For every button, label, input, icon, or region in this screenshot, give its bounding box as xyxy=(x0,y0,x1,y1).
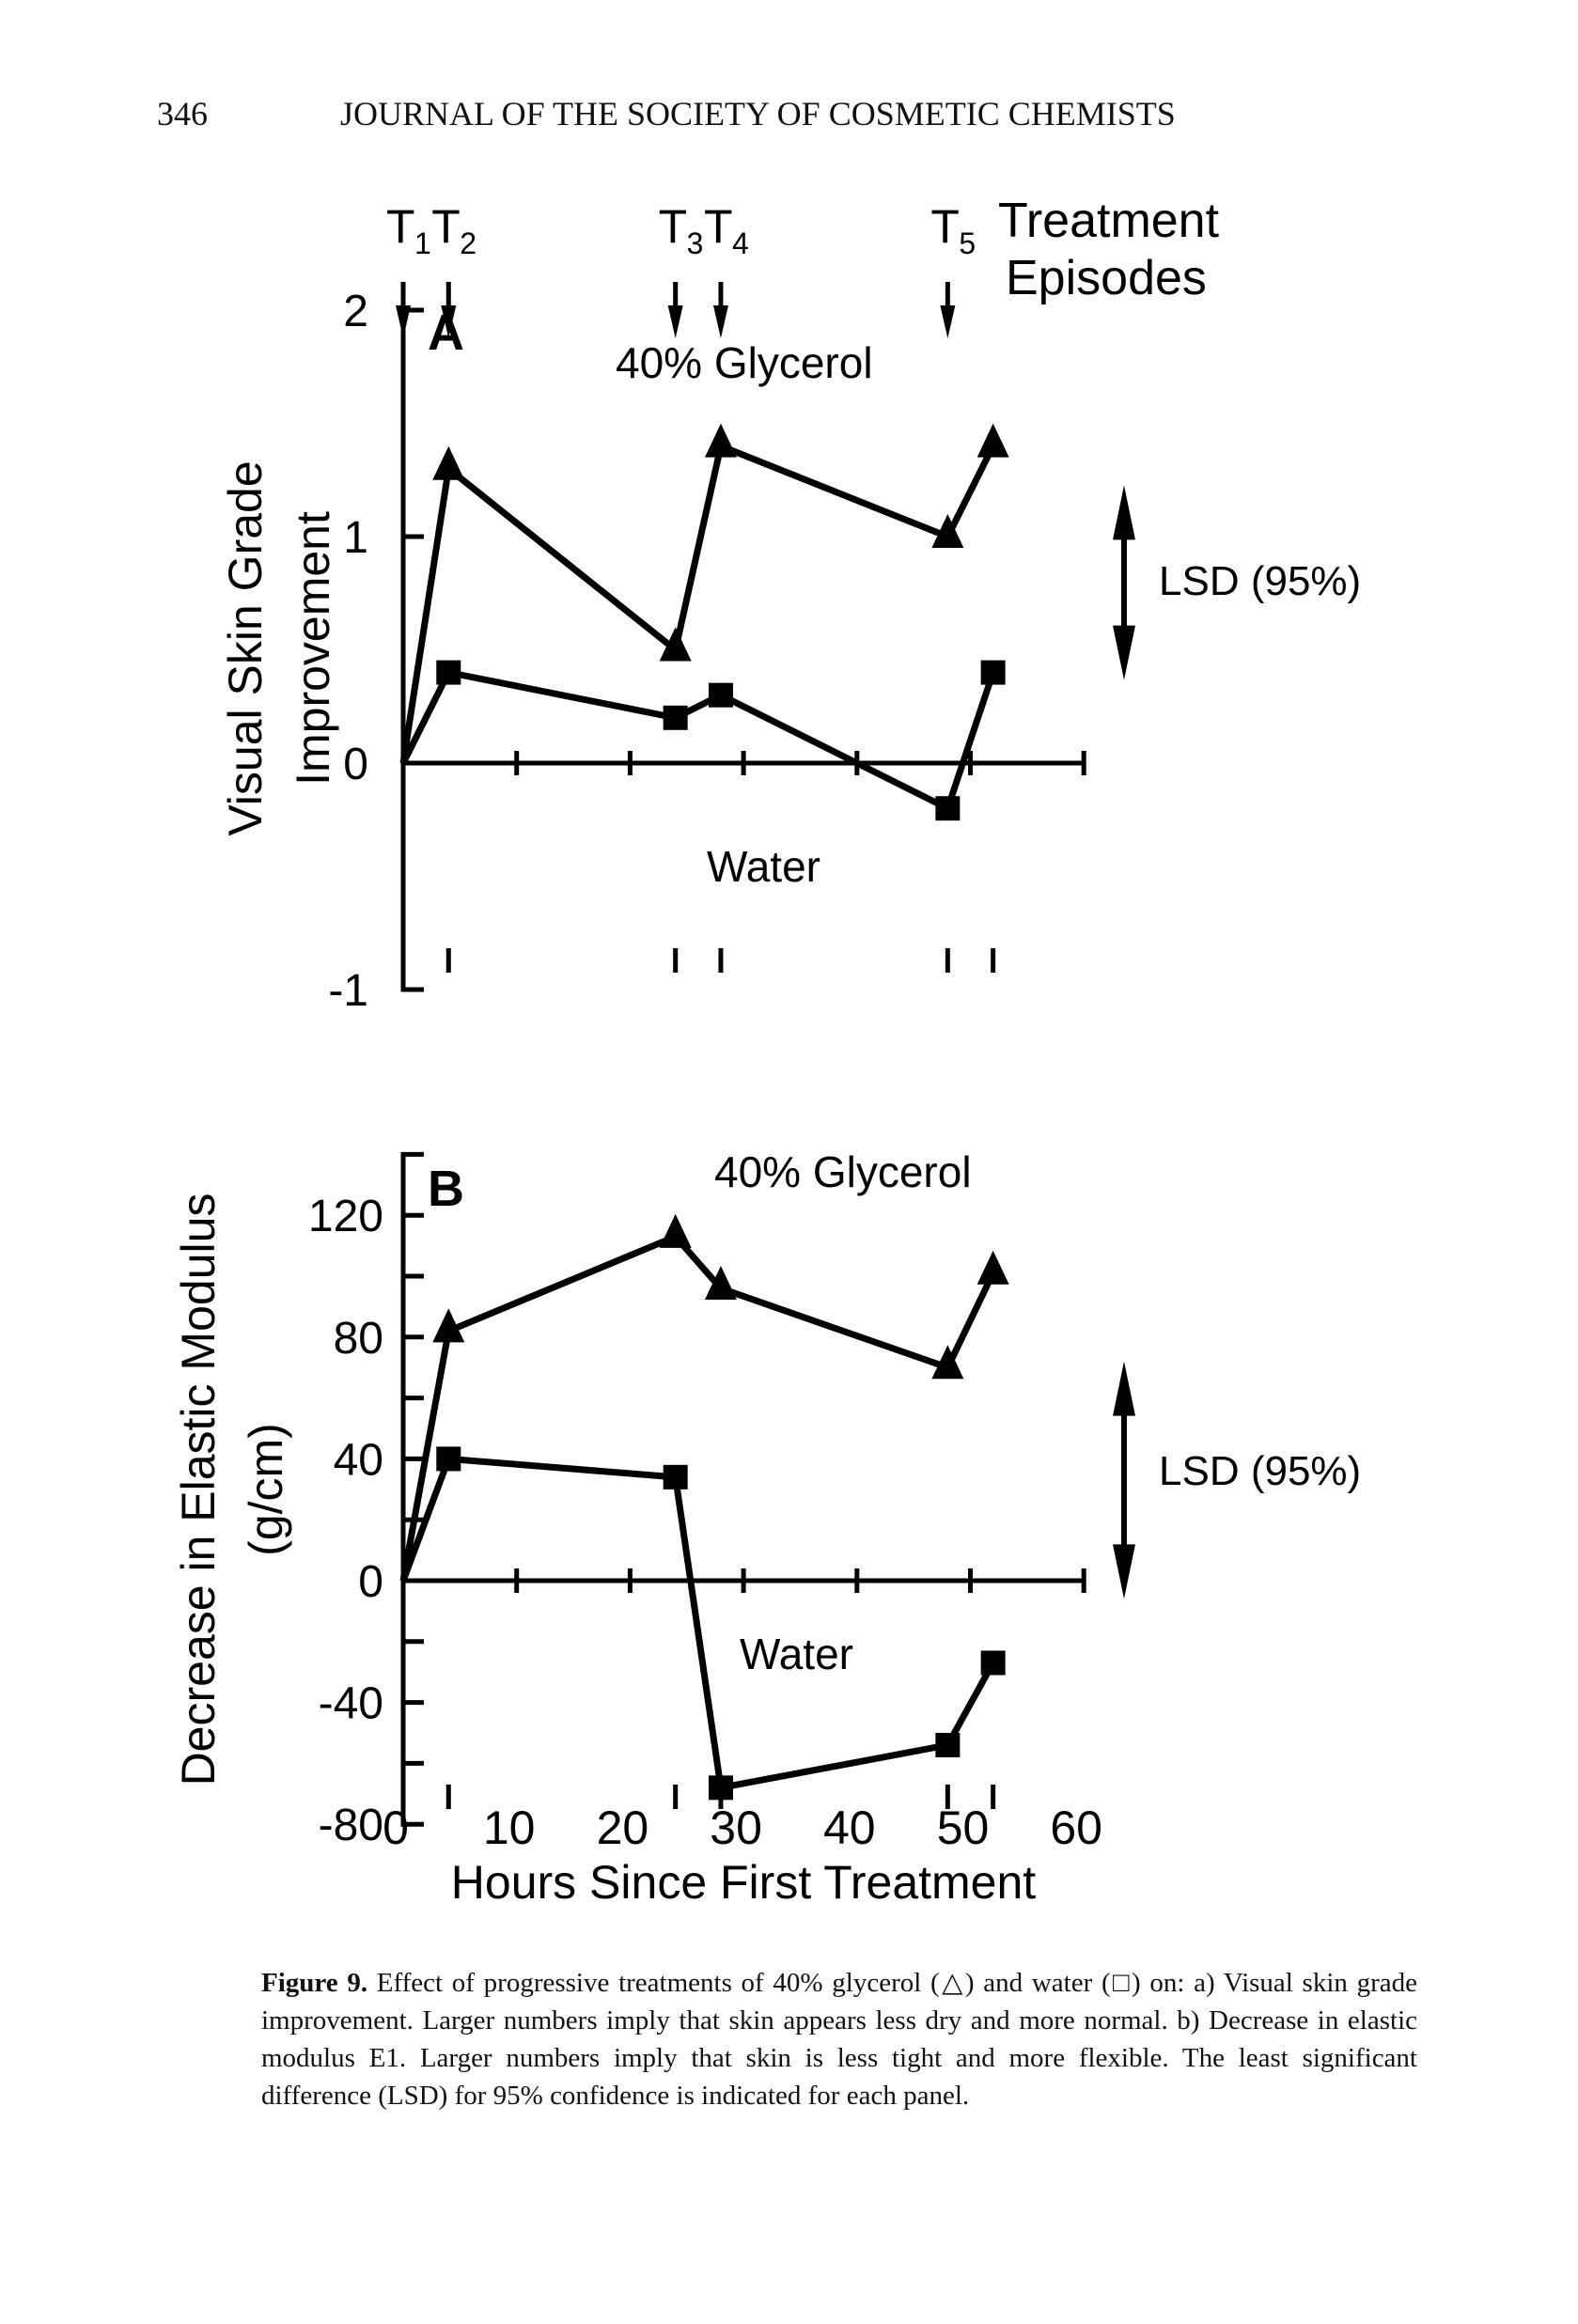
glycerol-point xyxy=(931,514,964,548)
water-point xyxy=(935,796,961,821)
series-line-glycerol xyxy=(399,443,996,764)
panel-b-lsd-label: LSD (95%) xyxy=(1159,1448,1361,1494)
episode-subscript: 3 xyxy=(687,226,704,260)
series-line-water xyxy=(399,669,996,812)
glycerol-point xyxy=(976,1250,1009,1285)
down-arrow-icon xyxy=(940,305,956,338)
series-line-water xyxy=(399,1455,996,1791)
water-point xyxy=(708,682,733,708)
water-point xyxy=(436,660,461,685)
water-point xyxy=(663,705,688,730)
x-tick-label: 40 xyxy=(823,1801,876,1854)
x-tick-label: 50 xyxy=(937,1801,990,1854)
x-tick-label: 0 xyxy=(383,1801,409,1854)
glycerol-point xyxy=(659,627,692,662)
y-tick-label: 40 xyxy=(334,1435,383,1485)
down-arrow-icon xyxy=(712,305,728,338)
panel-b-ylabel-line1: Decrease in Elastic Modulus xyxy=(172,1193,225,1786)
figure-caption-label: Figure 9. xyxy=(261,1968,368,1998)
down-arrow-icon xyxy=(667,305,683,338)
glycerol-point xyxy=(432,445,465,480)
lsd-arrow-up-icon xyxy=(1113,1361,1135,1416)
treatment-episodes-label-line1: Treatment xyxy=(998,194,1220,248)
water-point xyxy=(935,1732,961,1757)
water-point xyxy=(663,1464,688,1490)
panel-a-water-label: Water xyxy=(707,842,820,891)
x-tick-label: 20 xyxy=(597,1801,649,1854)
panel-a-lsd-label: LSD (95%) xyxy=(1159,558,1361,604)
x-tick-label: 60 xyxy=(1050,1801,1102,1854)
panel-b-y-axis xyxy=(400,1151,424,1827)
glycerol-point xyxy=(704,423,737,458)
y-tick-label: -40 xyxy=(319,1679,383,1729)
episode-label: T xyxy=(704,200,733,253)
y-tick-label: -1 xyxy=(328,966,368,1016)
glycerol-point xyxy=(659,1213,692,1248)
water-point xyxy=(980,660,1006,685)
episode-label: T xyxy=(386,200,415,253)
y-tick-label: 120 xyxy=(308,1192,383,1241)
panel-b-ylabel-line2: (g/cm) xyxy=(240,1423,292,1556)
down-arrow-icon xyxy=(441,305,457,338)
water-point xyxy=(708,1775,733,1801)
x-tick-label: 10 xyxy=(483,1801,536,1854)
panel-b-glycerol-label: 40% Glycerol xyxy=(714,1147,972,1196)
y-tick-label: 0 xyxy=(358,1557,383,1607)
page-number: 346 xyxy=(157,95,208,133)
y-tick-label: 0 xyxy=(343,740,368,789)
episode-label: T xyxy=(431,200,461,253)
episode-label: T xyxy=(659,200,688,253)
glycerol-point xyxy=(432,1308,465,1343)
lsd-arrow-down-icon xyxy=(1113,625,1135,680)
episode-subscript: 1 xyxy=(414,226,431,260)
y-tick-label: 80 xyxy=(334,1314,383,1364)
journal-running-title: JOURNAL OF THE SOCIETY OF COSMETIC CHEMI… xyxy=(340,95,1176,133)
x-axis-title: Hours Since First Treatment xyxy=(451,1856,1037,1909)
panel-a-y-axis xyxy=(400,307,424,992)
panel-a-ylabel-line2: Improvement xyxy=(287,511,339,786)
y-tick-label: -80 xyxy=(319,1801,383,1850)
episode-subscript: 5 xyxy=(959,226,976,260)
y-tick-label: 1 xyxy=(343,513,368,563)
glycerol-point xyxy=(704,1265,737,1300)
episode-subscript: 2 xyxy=(460,226,477,260)
panel-a: A Visual Skin Grade Improvement 40% Glyc… xyxy=(219,287,1361,1016)
y-tick-label: 2 xyxy=(343,287,368,336)
lsd-arrow-up-icon xyxy=(1113,485,1135,540)
x-tick-label: 30 xyxy=(710,1801,762,1854)
glycerol-point xyxy=(976,423,1009,458)
lsd-arrow-down-icon xyxy=(1113,1544,1135,1599)
water-point xyxy=(980,1650,1006,1676)
panel-a-glycerol-label: 40% Glycerol xyxy=(616,338,873,387)
water-point xyxy=(436,1446,461,1472)
panel-a-ylabel-line1: Visual Skin Grade xyxy=(219,460,272,835)
figure-caption: Figure 9. Effect of progressive treatmen… xyxy=(261,1964,1417,2114)
panel-b-letter: B xyxy=(428,1161,464,1217)
panel-b-water-label: Water xyxy=(740,1630,853,1678)
panel-b: B Decrease in Elastic Modulus (g/cm) 40%… xyxy=(172,1147,1361,1909)
episode-label: T xyxy=(930,200,960,253)
panel-a-letter: A xyxy=(428,304,464,361)
glycerol-point xyxy=(931,1345,964,1380)
figure-caption-text: Effect of progressive treatments of 40% … xyxy=(261,1968,1418,2111)
episode-subscript: 4 xyxy=(732,226,749,260)
treatment-episodes-label-line2: Episodes xyxy=(1006,251,1207,305)
series-line-glycerol xyxy=(399,1233,996,1582)
